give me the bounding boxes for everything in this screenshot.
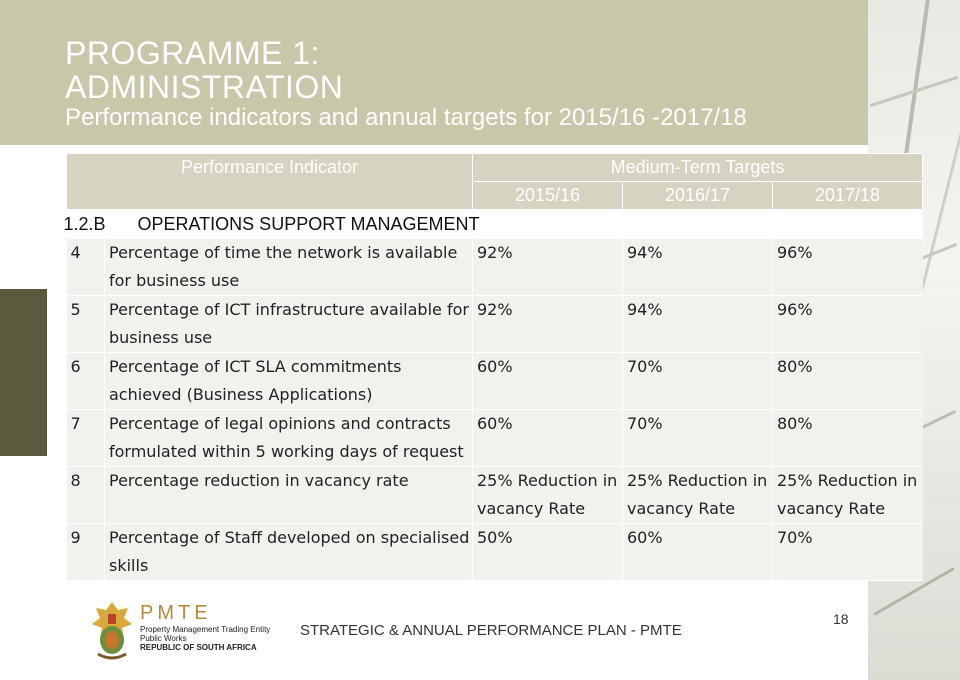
table-row: 4 Percentage of time the network is avai… bbox=[66, 238, 923, 296]
footer-text: STRATEGIC & ANNUAL PERFORMANCE PLAN - PM… bbox=[300, 622, 682, 639]
row-number: 5 bbox=[66, 295, 105, 353]
table-row: 7 Percentage of legal opinions and contr… bbox=[66, 409, 923, 467]
header-performance-indicator: Performance Indicator bbox=[66, 153, 473, 210]
title-line-2: ADMINISTRATION bbox=[65, 69, 344, 105]
logo-line-2: Public Works bbox=[140, 634, 187, 643]
target-2016-17: 70% bbox=[622, 352, 773, 410]
indicator-cell: Percentage of ICT infrastructure availab… bbox=[104, 295, 473, 353]
section-code: 1.2.B bbox=[63, 214, 106, 234]
header-year-2017-18: 2017/18 bbox=[771, 181, 924, 210]
target-2015-16: 25% Reduction in vacancy Rate bbox=[472, 466, 623, 524]
target-2017-18: 70% bbox=[771, 523, 923, 581]
target-2016-17: 94% bbox=[622, 238, 773, 296]
row-number: 6 bbox=[66, 352, 105, 410]
logo-line-3: REPUBLIC OF SOUTH AFRICA bbox=[140, 643, 257, 652]
target-2017-18: 96% bbox=[771, 295, 923, 353]
row-number: 8 bbox=[66, 466, 105, 524]
target-2017-18: 96% bbox=[771, 238, 923, 296]
indicator-cell: Percentage of legal opinions and contrac… bbox=[104, 409, 473, 467]
target-2015-16: 92% bbox=[472, 238, 623, 296]
target-2016-17: 94% bbox=[622, 295, 773, 353]
target-2015-16: 60% bbox=[472, 409, 623, 467]
logo-line-1: Property Management Trading Entity bbox=[140, 625, 271, 634]
targets-table: Performance Indicator Medium-Term Target… bbox=[63, 153, 924, 581]
section-row: 1.2.B OPERATIONS SUPPORT MANAGEMENT bbox=[63, 209, 923, 239]
table-row: 8 Percentage reduction in vacancy rate 2… bbox=[66, 466, 923, 524]
indicator-cell: Percentage of Staff developed on special… bbox=[104, 523, 473, 581]
target-2016-17: 70% bbox=[622, 409, 773, 467]
row-number: 4 bbox=[66, 238, 105, 296]
target-2017-18: 25% Reduction in vacancy Rate bbox=[771, 466, 923, 524]
header-medium-term-targets: Medium-Term Targets bbox=[471, 153, 924, 182]
target-2015-16: 50% bbox=[472, 523, 623, 581]
targets-table-wrap: Performance Indicator Medium-Term Target… bbox=[63, 153, 924, 581]
target-2015-16: 92% bbox=[472, 295, 623, 353]
table-row: 6 Percentage of ICT SLA commitments achi… bbox=[66, 352, 923, 410]
section-title: OPERATIONS SUPPORT MANAGEMENT bbox=[137, 214, 480, 234]
header-year-2016-17: 2016/17 bbox=[622, 181, 773, 210]
table-row: 5 Percentage of ICT infrastructure avail… bbox=[66, 295, 923, 353]
target-2015-16: 60% bbox=[472, 352, 623, 410]
target-2017-18: 80% bbox=[771, 352, 923, 410]
indicator-cell: Percentage of ICT SLA commitments achiev… bbox=[104, 352, 473, 410]
target-2016-17: 25% Reduction in vacancy Rate bbox=[622, 466, 773, 524]
side-accent-bar bbox=[0, 289, 47, 456]
header-year-2015-16: 2015/16 bbox=[472, 181, 623, 210]
page-number: 18 bbox=[833, 611, 849, 627]
logo-name: PMTE bbox=[140, 602, 212, 624]
table-row: 9 Percentage of Staff developed on speci… bbox=[66, 523, 923, 581]
coat-of-arms-icon bbox=[92, 602, 132, 660]
row-number: 7 bbox=[66, 409, 105, 467]
slide-title: PROGRAMME 1: ADMINISTRATION bbox=[65, 36, 765, 104]
target-2017-18: 80% bbox=[771, 409, 923, 467]
pmte-logo: PMTE Property Management Trading Entity … bbox=[88, 600, 288, 666]
indicator-cell: Percentage reduction in vacancy rate bbox=[104, 466, 473, 524]
header-band bbox=[0, 0, 960, 145]
slide-subtitle: Performance indicators and annual target… bbox=[65, 104, 747, 131]
section-heading: 1.2.B OPERATIONS SUPPORT MANAGEMENT bbox=[63, 209, 923, 239]
row-number: 9 bbox=[66, 523, 105, 581]
indicator-cell: Percentage of time the network is availa… bbox=[104, 238, 473, 296]
title-line-1: PROGRAMME 1: bbox=[65, 35, 320, 71]
target-2016-17: 60% bbox=[622, 523, 773, 581]
